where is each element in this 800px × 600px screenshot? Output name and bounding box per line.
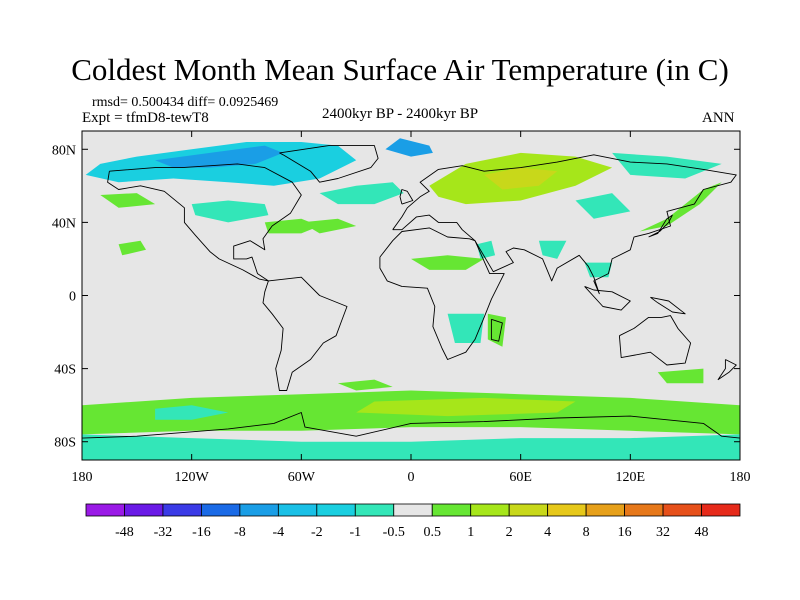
anomaly-east-siberia xyxy=(612,152,722,179)
anomaly-australia-east xyxy=(657,368,704,384)
colorbar-box xyxy=(277,503,318,517)
colorbar-label: -16 xyxy=(192,525,211,540)
colorbar-label: -8 xyxy=(234,525,246,540)
colorbar-box xyxy=(124,503,164,517)
coastline-eurasia xyxy=(392,154,737,295)
colorbar-box xyxy=(470,503,510,517)
colorbar-label: 32 xyxy=(656,525,670,540)
lon-label: 120W xyxy=(175,470,210,485)
coastline-indonesia xyxy=(584,285,631,311)
anomaly-south-africa xyxy=(447,313,485,343)
coastline-greenland xyxy=(279,145,379,183)
lon-label: 0 xyxy=(408,470,415,485)
colorbar: -48 -32 -16 -8 -4 -2 -1 -0.5 0.5 1 2 4 8 16 32 48 xyxy=(85,503,741,540)
anomaly-antarctica-coast xyxy=(82,434,740,460)
colorbar-label: 2 xyxy=(506,525,513,540)
anomaly-layer xyxy=(82,138,740,460)
colorbar-label: 0.5 xyxy=(423,525,441,540)
colorbar-label: -48 xyxy=(115,525,134,540)
anomaly-atlantic-mid xyxy=(301,218,357,234)
lon-label: 180 xyxy=(730,470,751,485)
anomaly-eurasia-core xyxy=(484,167,558,190)
anomaly-sahara xyxy=(411,255,485,270)
colorbar-label: 48 xyxy=(695,525,709,540)
coastline-new-guinea xyxy=(650,296,686,315)
anomaly-us-midwest xyxy=(191,200,269,223)
colorbar-label: 8 xyxy=(583,525,590,540)
anomaly-japan-kamchatka xyxy=(639,182,722,232)
coastline-new-zealand xyxy=(717,359,737,381)
colorbar-label: -1 xyxy=(349,525,361,540)
coastline-antarctica xyxy=(82,412,740,439)
colorbar-box xyxy=(624,503,664,517)
coastline-uk xyxy=(399,189,414,205)
colorbar-box xyxy=(585,503,625,517)
lat-label: 40S xyxy=(54,363,76,378)
anomaly-southern-ocean-cool xyxy=(155,405,229,420)
lon-label: 180 xyxy=(72,470,93,485)
colorbar-box xyxy=(316,503,356,517)
coastline-layer xyxy=(82,145,740,439)
lon-label: 60E xyxy=(509,470,532,485)
colorbar-label: 16 xyxy=(618,525,632,540)
anomaly-pacific-mid xyxy=(118,240,146,256)
coastline-japan xyxy=(648,214,673,238)
colorbar-box xyxy=(431,503,472,517)
colorbar-label: 4 xyxy=(544,525,551,540)
experiment-label: Expt = tfmD8-tewT8 xyxy=(82,110,209,126)
colorbar-label: -2 xyxy=(311,525,323,540)
anomaly-canada-core xyxy=(155,145,284,168)
coastline-south-america xyxy=(262,276,348,391)
lon-label: 60W xyxy=(288,470,316,485)
colorbar-label: -4 xyxy=(273,525,285,540)
colorbar-box xyxy=(393,503,433,517)
anomaly-greenland-core xyxy=(385,138,433,157)
map-axes: 80N 40N 0 40S 80S 180 120W 60W 0 60E 120E 180 xyxy=(52,131,751,485)
colorbar-box xyxy=(508,503,549,517)
coastline-north-america xyxy=(107,163,302,282)
colorbar-label: 1 xyxy=(467,525,474,540)
colorbar-box xyxy=(547,503,587,517)
lat-label: 80N xyxy=(52,143,76,158)
colorbar-box xyxy=(354,503,395,517)
season-label: ANN xyxy=(702,110,735,126)
lon-label: 120E xyxy=(616,470,646,485)
lat-label: 40N xyxy=(52,216,76,231)
colorbar-box xyxy=(239,503,279,517)
colorbar-label: -0.5 xyxy=(383,525,405,540)
anomaly-south-atlantic xyxy=(337,379,393,391)
lat-label: 80S xyxy=(54,436,76,451)
anomaly-north-atlantic xyxy=(319,182,404,205)
colorbar-box xyxy=(85,503,125,517)
colorbar-box xyxy=(162,503,202,517)
colorbar-box xyxy=(701,503,741,517)
page-title: Coldest Month Mean Surface Air Temperatu… xyxy=(71,52,729,87)
period-label: 2400kyr BP - 2400kyr BP xyxy=(322,106,479,122)
anomaly-madagascar xyxy=(487,313,506,347)
coastline-africa xyxy=(379,227,505,360)
lat-label: 0 xyxy=(69,290,76,305)
colorbar-box xyxy=(662,503,702,517)
anomaly-east-asia xyxy=(575,193,631,219)
coastline-madagascar xyxy=(490,318,503,342)
colorbar-label: -32 xyxy=(154,525,173,540)
colorbar-box xyxy=(201,503,241,517)
coastline-australia xyxy=(618,315,692,366)
anomaly-southern-ocean-core xyxy=(356,397,576,417)
anomaly-pacific-north xyxy=(100,193,156,208)
stats-text: rmsd= 0.500434 diff= 0.0925469 xyxy=(92,95,279,110)
anomaly-india xyxy=(538,240,567,259)
